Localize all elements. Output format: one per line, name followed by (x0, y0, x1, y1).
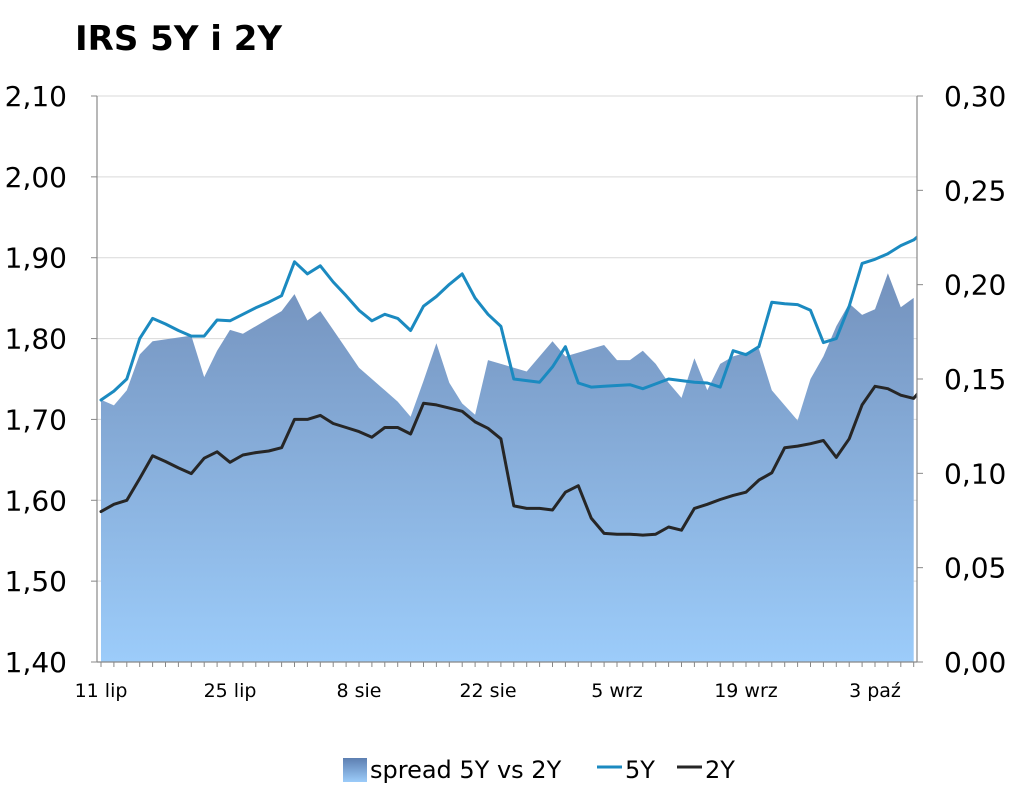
legend-swatch-spread (343, 758, 367, 782)
x-tick-label: 22 sie (459, 680, 516, 702)
x-tick-label: 25 lip (204, 680, 257, 702)
x-tick-label: 3 paź (849, 680, 901, 702)
y-left-tick-label: 2,00 (5, 161, 67, 194)
y-left-tick-label: 1,50 (5, 565, 67, 598)
legend: spread 5Y vs 2Y 5Y 2Y (343, 756, 735, 784)
y-left-tick-label: 1,40 (5, 646, 67, 679)
y-right-tick-label: 0,00 (944, 646, 1006, 679)
y-right-tick-label: 0,20 (944, 269, 1006, 302)
series-line-2y (99, 384, 917, 537)
chart-title: IRS 5Y i 2Y (75, 19, 282, 59)
lines-layer (99, 235, 917, 537)
legend-label-spread: spread 5Y vs 2Y (370, 756, 562, 784)
y-left-tick-label: 1,70 (5, 403, 67, 436)
legend-label-5y: 5Y (625, 756, 655, 784)
y-right-tick-label: 0,15 (944, 363, 1006, 396)
y-axis-left-ticks: 1,40 1,50 1,60 1,70 1,80 1,90 2,00 2,10 (5, 80, 97, 679)
y-right-tick-label: 0,25 (944, 174, 1006, 207)
y-left-tick-label: 1,90 (5, 242, 67, 275)
series-line-5y (99, 235, 917, 402)
x-tick-label: 11 lip (75, 680, 128, 702)
legend-label-2y: 2Y (705, 756, 735, 784)
x-tick-label: 19 wrz (714, 680, 778, 702)
y-left-tick-label: 2,10 (5, 80, 67, 113)
y-right-tick-label: 0,30 (944, 80, 1006, 113)
x-axis-ticks: 11 lip 25 lip 8 sie 22 sie 5 wrz 19 wrz 3 paź (75, 662, 915, 702)
y-left-tick-label: 1,80 (5, 323, 67, 356)
x-tick-label: 8 sie (337, 680, 382, 702)
y-axis-right-ticks: 0,00 0,05 0,10 0,15 0,20 0,25 0,30 (917, 80, 1006, 679)
y-left-tick-label: 1,60 (5, 484, 67, 517)
x-tick-label: 5 wrz (591, 680, 642, 702)
y-right-tick-label: 0,05 (944, 552, 1006, 585)
y-right-tick-label: 0,10 (944, 457, 1006, 490)
